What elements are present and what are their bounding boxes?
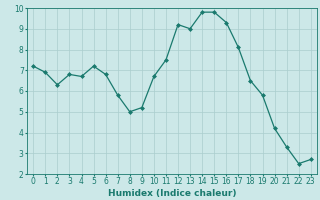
X-axis label: Humidex (Indice chaleur): Humidex (Indice chaleur) <box>108 189 236 198</box>
